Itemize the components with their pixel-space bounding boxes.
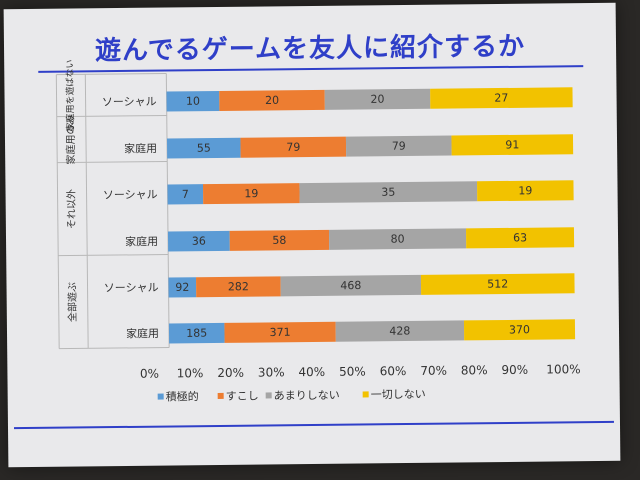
slide: 遊んでるゲームを友人に紹介するか 家庭用を遊ばない 家庭用のみ それ以外 全部遊ぶ ソー… (3, 2, 621, 468)
bar-segment (167, 230, 230, 252)
data-label: 19 (244, 187, 258, 200)
x-tick-label: 70% (420, 364, 447, 378)
x-tick-label: 100% (546, 362, 580, 376)
data-label: 370 (509, 323, 530, 336)
data-label: 63 (513, 231, 527, 244)
legend-swatch (362, 391, 369, 398)
bar-segment (345, 135, 452, 157)
x-tick-label: 40% (298, 365, 325, 379)
bar-segment (166, 137, 241, 159)
group-divider (59, 347, 170, 350)
bar-segment (229, 229, 330, 251)
data-label: 20 (265, 94, 279, 107)
bar-segment (219, 89, 325, 111)
data-label: 512 (487, 277, 508, 290)
group-label: 全部遊ぶ (65, 282, 78, 322)
x-tick-label: 0% (140, 367, 159, 381)
bar-segment (477, 180, 574, 202)
bar-segment (466, 227, 575, 249)
legend-entry: すこし (226, 390, 259, 403)
group-label: 家庭用を遊ばない (64, 59, 77, 131)
group-divider (58, 254, 169, 257)
bar-segment (420, 273, 575, 295)
data-label: 428 (389, 324, 410, 337)
data-label: 371 (270, 326, 291, 339)
category-label: 家庭用 (125, 234, 158, 248)
bar-segment (167, 184, 204, 205)
bar-segment (196, 276, 281, 298)
category-label: ソーシャル (104, 281, 159, 295)
x-tick-label: 50% (339, 364, 366, 378)
bar-segment (451, 134, 574, 156)
group-frame-inner (84, 74, 89, 349)
data-label: 20 (370, 93, 384, 106)
data-label: 79 (286, 141, 300, 154)
data-label: 79 (392, 140, 406, 153)
data-label: 185 (186, 327, 207, 340)
data-label: 468 (340, 279, 361, 292)
bar-segment (168, 277, 197, 298)
bar-segment (166, 90, 220, 112)
data-label: 19 (518, 184, 532, 197)
bar-segment (328, 228, 467, 250)
x-tick-label: 60% (380, 364, 407, 378)
category-axis (165, 73, 170, 348)
data-label: 55 (197, 142, 211, 155)
category-label: ソーシャル (103, 188, 158, 202)
data-label: 58 (272, 234, 286, 247)
category-label: 家庭用 (126, 326, 159, 340)
group-label: それ以外 (66, 189, 78, 229)
bar-segment (280, 274, 422, 297)
legend-entry: 一切しない (371, 388, 426, 402)
category-label: ソーシャル (102, 95, 157, 109)
data-label: 35 (381, 186, 395, 199)
bar-segment (240, 136, 347, 158)
x-tick-label: 10% (177, 366, 204, 380)
stacked-bar-chart: 家庭用を遊ばない家庭用のみそれ以外全部遊ぶソーシャル家庭用ソーシャル家庭用ソーシ… (55, 59, 581, 404)
bar-segment (224, 321, 336, 343)
bar-segment (430, 87, 573, 109)
data-label: 27 (494, 91, 508, 104)
legend-swatch (157, 393, 164, 400)
bar-segment (202, 183, 300, 205)
group-divider (57, 161, 168, 164)
bar-segment (168, 322, 225, 344)
group-frame-left (55, 74, 60, 349)
x-tick-label: 90% (501, 363, 528, 377)
data-label: 36 (192, 235, 206, 248)
bar-segment (463, 319, 576, 341)
data-label: 7 (182, 188, 189, 201)
data-label: 282 (228, 280, 249, 293)
bar-segment (299, 181, 478, 204)
legend-swatch (217, 392, 224, 399)
x-tick-label: 30% (258, 365, 285, 379)
data-label: 10 (186, 95, 200, 108)
data-label: 92 (175, 281, 189, 294)
data-label: 80 (391, 233, 405, 246)
group-label: 家庭用のみ (64, 114, 78, 164)
legend-swatch (265, 392, 272, 399)
bar-segment (335, 320, 465, 342)
legend-entry: あまりしない (274, 389, 340, 403)
group-divider (56, 115, 167, 118)
category-label: 家庭用 (124, 141, 157, 155)
x-tick-label: 20% (217, 366, 244, 380)
group-divider (56, 73, 167, 76)
bar-segment (324, 88, 431, 110)
data-label: 91 (505, 138, 519, 151)
x-tick-label: 80% (461, 363, 488, 377)
legend-entry: 積極的 (166, 389, 199, 403)
